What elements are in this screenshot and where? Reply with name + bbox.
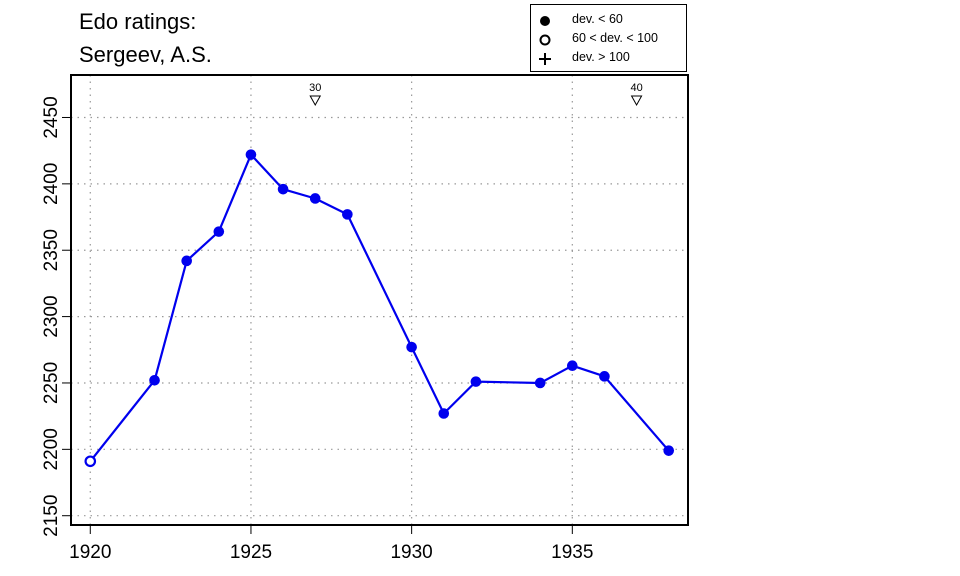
legend-item-dev-60-100: 60 < dev. < 100 (531, 30, 686, 48)
data-point (149, 375, 160, 386)
filled-circle-icon (540, 16, 550, 26)
legend-item-dev-gt-100: dev. > 100 (531, 49, 686, 67)
legend-label: 60 < dev. < 100 (572, 31, 658, 45)
triangle-down-icon (630, 95, 643, 107)
y-tick-label: 2150 (41, 495, 62, 537)
data-point (406, 341, 417, 353)
grid-lines (71, 75, 688, 525)
y-tick-label: 2400 (41, 163, 62, 205)
data-point (245, 149, 257, 160)
data-point (342, 209, 353, 220)
annotation-marker: 40 (630, 82, 643, 107)
data-point (181, 255, 192, 267)
data-point (663, 445, 675, 456)
annotations: 30 40 (309, 82, 643, 107)
annotation-marker: 30 (309, 82, 322, 107)
data-point-open (84, 455, 97, 468)
y-tick-label: 2300 (41, 295, 62, 337)
chart-title-line1: Edo ratings: (79, 9, 197, 34)
y-tick-label: 2450 (41, 96, 62, 138)
legend-label: dev. > 100 (572, 50, 630, 64)
open-circle-icon (539, 34, 551, 46)
plot-frame (70, 74, 689, 526)
legend-label: dev. < 60 (572, 12, 623, 26)
x-tick-label: 1920 (69, 542, 111, 563)
data-point (599, 371, 610, 382)
annotation-label: 30 (309, 82, 321, 94)
x-tick-label: 1930 (390, 542, 432, 563)
y-tick-label: 2350 (41, 229, 62, 271)
x-tick-label: 1925 (230, 542, 272, 563)
triangle-down-icon (309, 95, 322, 107)
data-point (277, 183, 289, 195)
data-point (470, 376, 482, 387)
y-tick-label: 2250 (41, 362, 62, 404)
legend-item-dev-lt-60: dev. < 60 (531, 11, 686, 29)
data-point (309, 193, 321, 204)
data-point (534, 377, 546, 389)
plus-icon (539, 53, 551, 65)
annotation-label: 40 (630, 82, 642, 94)
x-tick-label: 1935 (551, 542, 593, 563)
y-tick-label: 2200 (41, 428, 62, 470)
legend: dev. < 60 60 < dev. < 100 dev. > 100 (530, 4, 687, 72)
series (84, 149, 675, 468)
chart-title-line2: Sergeev, A.S. (79, 42, 212, 67)
data-point (567, 360, 578, 372)
series-line (89, 153, 670, 462)
data-point (438, 408, 450, 419)
axes: 1920 1925 1930 1935 2150 2200 2250 2300 2350 2400… (41, 96, 593, 563)
data-point (213, 226, 225, 237)
